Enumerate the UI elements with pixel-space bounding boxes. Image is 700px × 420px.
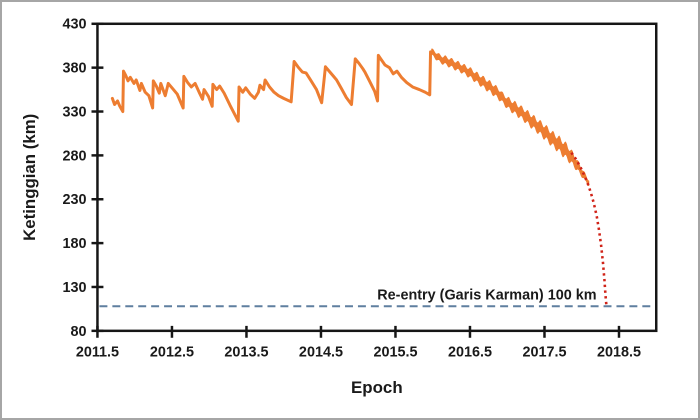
x-tick-label: 2017.5 bbox=[522, 345, 566, 361]
x-tick-label: 2018.5 bbox=[597, 345, 641, 361]
altitude-series-line bbox=[110, 50, 433, 123]
y-tick-label: 430 bbox=[62, 17, 86, 33]
final-decay-band bbox=[431, 48, 590, 187]
y-tick-label: 280 bbox=[62, 148, 86, 164]
y-tick-label: 330 bbox=[62, 104, 86, 120]
x-tick-label: 2016.5 bbox=[448, 345, 492, 361]
x-tick-label: 2013.5 bbox=[224, 345, 268, 361]
predicted-reentry-dotted-line bbox=[570, 151, 608, 305]
y-tick-label: 130 bbox=[62, 280, 86, 296]
x-tick-label: 2014.5 bbox=[299, 345, 343, 361]
x-tick-label: 2015.5 bbox=[373, 345, 417, 361]
plot-border bbox=[96, 22, 658, 333]
y-tick-label: 380 bbox=[62, 61, 86, 77]
y-tick-label: 80 bbox=[70, 324, 86, 340]
y-tick-label: 180 bbox=[62, 236, 86, 252]
x-axis-title: Epoch bbox=[351, 378, 403, 397]
y-axis-title: Ketinggian (km) bbox=[20, 114, 39, 241]
y-tick-label: 230 bbox=[62, 192, 86, 208]
x-axis-ticks: 2011.5 2012.5 2013.5 2014.5 2015.5 2016.5 2017… bbox=[76, 325, 641, 361]
x-tick-label: 2011.5 bbox=[76, 345, 119, 361]
y-axis-ticks: 80 130 180 230 280 330 380 430 bbox=[62, 17, 104, 340]
x-tick-label: 2012.5 bbox=[150, 345, 194, 361]
reentry-annotation: Re-entry (Garis Karman) 100 km bbox=[377, 287, 596, 303]
